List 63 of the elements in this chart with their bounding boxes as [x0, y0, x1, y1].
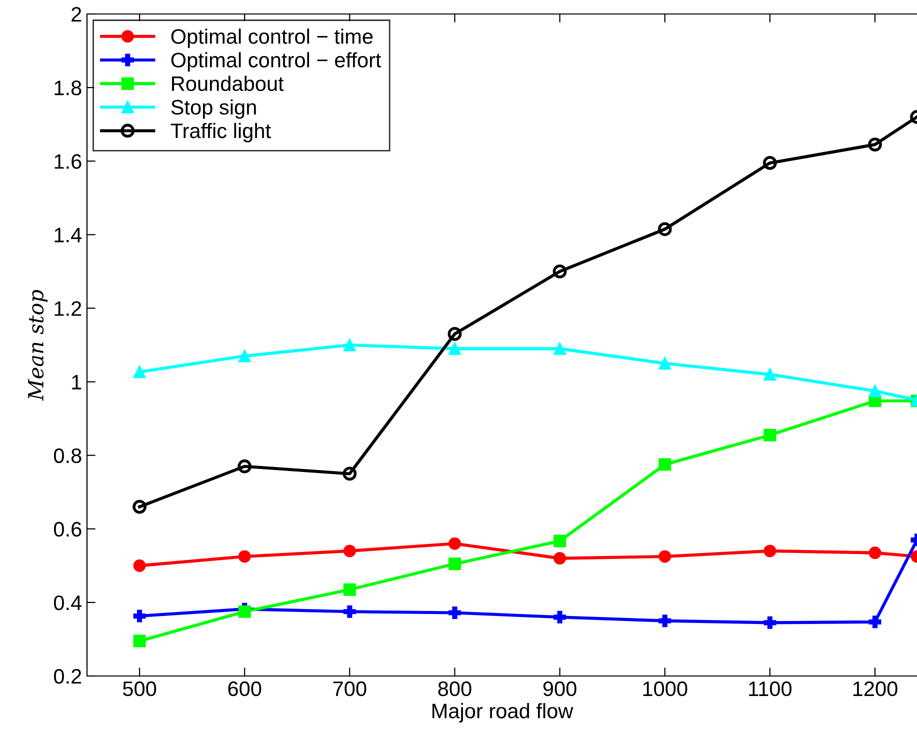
x-tick-label: 900 [543, 681, 576, 696]
point [658, 458, 672, 471]
point [343, 583, 356, 596]
point [554, 342, 566, 355]
point [868, 138, 882, 152]
x-axis-title: Major road flow [432, 703, 574, 722]
y-axis-title: Mean stop [28, 290, 48, 401]
point [448, 558, 461, 570]
y-tick-label: 1 [72, 374, 82, 390]
point [238, 459, 252, 474]
point [238, 605, 251, 618]
y-tick-label: 1.2 [54, 301, 82, 316]
point [868, 384, 882, 398]
point [762, 156, 777, 170]
legend-label: Traffic light [170, 122, 271, 142]
y-tick-label: 1.6 [54, 154, 82, 169]
point [868, 616, 882, 628]
y-tick-label: 1.4 [54, 228, 82, 242]
legend-label: Roundabout [172, 76, 284, 92]
point [343, 544, 356, 558]
point [554, 610, 566, 624]
point [133, 366, 146, 378]
point [133, 610, 146, 622]
x-tick-label: 1000 [643, 681, 688, 696]
x-tick-label: 1200 [853, 681, 898, 696]
point [554, 534, 566, 548]
point [342, 466, 357, 481]
point [764, 544, 776, 558]
point [343, 338, 356, 352]
point [448, 537, 461, 550]
point [238, 350, 251, 362]
point [133, 559, 146, 572]
point [658, 222, 672, 236]
point [448, 606, 461, 619]
point [554, 552, 566, 565]
legend-label: Stop sign [171, 99, 256, 119]
x-tick-label: 800 [438, 681, 472, 696]
point [238, 550, 251, 563]
point [343, 605, 356, 618]
x-tick-label: 700 [333, 681, 366, 696]
point [868, 546, 882, 560]
legend-label: Optimal control − effort [171, 52, 382, 72]
x-tick-label: 500 [122, 681, 156, 696]
point [764, 616, 776, 629]
y-tick-label: 0.6 [54, 522, 82, 537]
point [658, 357, 672, 370]
point [658, 614, 672, 628]
legend-label: Optimal control − time [171, 28, 373, 48]
x-tick-label: 1100 [749, 681, 792, 696]
point [448, 342, 461, 355]
y-tick-label: 0.2 [54, 669, 82, 684]
y-tick-label: 0.8 [54, 448, 82, 464]
y-tick-label: 1.8 [54, 80, 82, 96]
point [448, 327, 462, 341]
y-tick-label: 0.4 [54, 595, 82, 610]
point [658, 550, 672, 563]
point [133, 634, 146, 648]
point [552, 264, 567, 278]
x-tick-label: 600 [228, 681, 262, 696]
point [764, 428, 776, 442]
point [132, 500, 146, 514]
y-tick-label: 2 [72, 7, 82, 22]
point [764, 368, 776, 381]
